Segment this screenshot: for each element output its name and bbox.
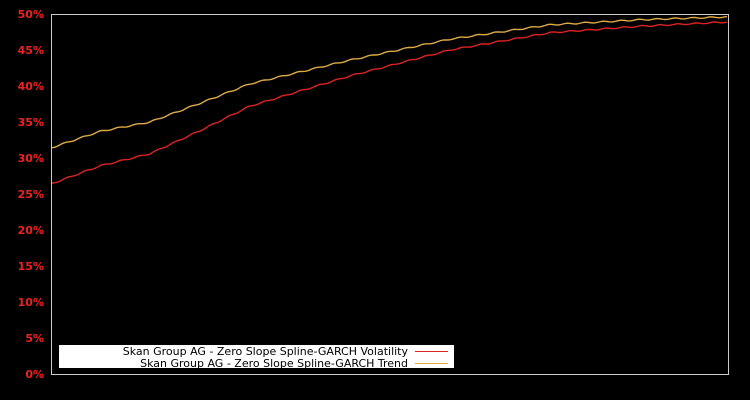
- legend-label-trend: Skan Group AG - Zero Slope Spline-GARCH …: [140, 357, 408, 370]
- y-tick-label: 50%: [18, 8, 44, 21]
- y-tick-label: 10%: [18, 296, 44, 309]
- legend: Skan Group AG - Zero Slope Spline-GARCH …: [59, 345, 454, 370]
- legend-label-volatility: Skan Group AG - Zero Slope Spline-GARCH …: [123, 345, 409, 358]
- y-tick-label: 15%: [18, 260, 44, 273]
- y-axis-ticks: 0% 5% 10% 15% 20% 25% 30% 35% 40% 45% 50%: [18, 8, 44, 381]
- y-tick-label: 30%: [18, 152, 44, 165]
- y-tick-label: 35%: [18, 116, 44, 129]
- y-tick-label: 20%: [18, 224, 44, 237]
- plot-frame: [51, 14, 729, 375]
- y-tick-label: 0%: [25, 368, 44, 381]
- volatility-line: [50, 21, 728, 185]
- y-tick-label: 45%: [18, 44, 44, 57]
- y-tick-label: 5%: [25, 332, 44, 345]
- y-tick-label: 40%: [18, 80, 44, 93]
- trend-line: [50, 15, 728, 149]
- series-lines: [50, 15, 728, 185]
- y-tick-label: 25%: [18, 188, 44, 201]
- legend-box: [59, 345, 454, 368]
